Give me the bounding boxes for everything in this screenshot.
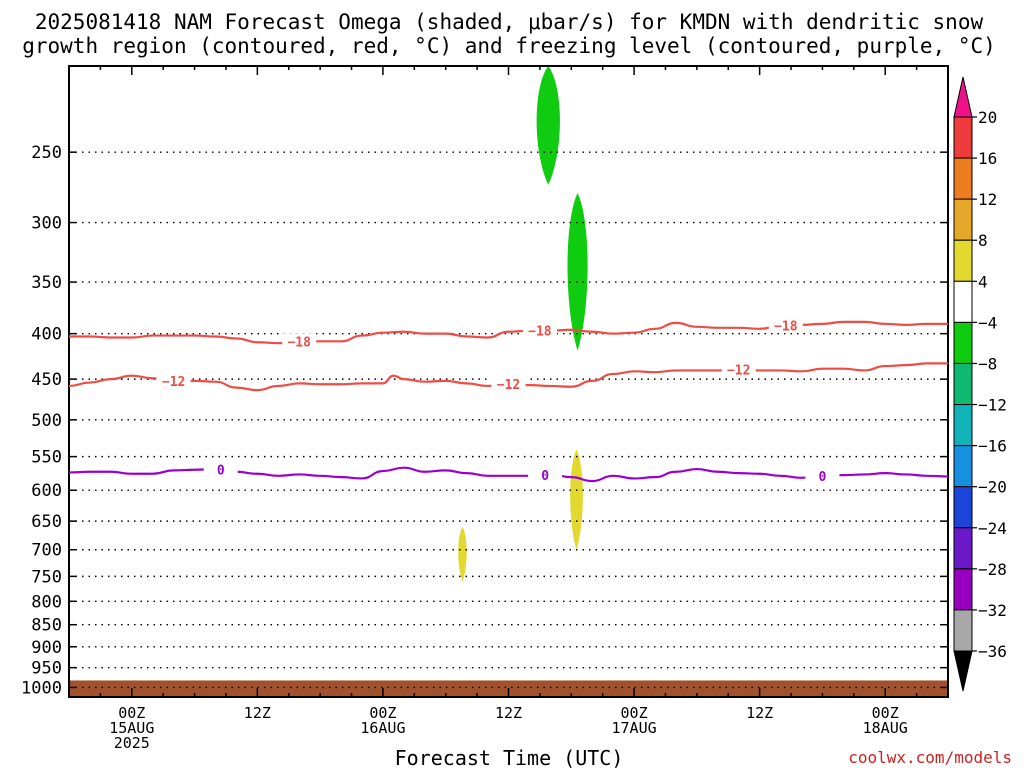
- contour-lines: −18 −18 −18 −12 −12 −12 0 0 0: [68, 317, 949, 485]
- x-tick-label-6-0: 00Z: [118, 704, 145, 722]
- contour-label-bg--18-1: [522, 322, 557, 338]
- colorbar-label-9: −20: [978, 478, 1007, 497]
- x-tick-label-54-1: 17AUG: [611, 719, 656, 737]
- contour-label-0-1: 0: [541, 469, 549, 484]
- x-tick-label-42-0: 12Z: [495, 704, 522, 722]
- colorbar-swatch-1: [953, 157, 973, 200]
- contour-label--18-2: −18: [774, 320, 798, 335]
- y-tick-label-600: 600: [31, 481, 62, 501]
- contour-label--18-0: −18: [287, 335, 311, 350]
- colorbar-label-6: −8: [978, 354, 997, 373]
- colorbar-swatch-2: [953, 198, 973, 241]
- y-tick-label-450: 450: [31, 370, 62, 390]
- x-tick-label-54-0: 00Z: [621, 704, 648, 722]
- contour-label-0-0: 0: [217, 464, 225, 479]
- contour-label-bg--12-1: [491, 376, 526, 392]
- chart-title-line-1: 2025081418 NAM Forecast Omega (shaded, μ…: [35, 10, 984, 34]
- colorbar-swatch-7: [953, 404, 973, 447]
- omega-shade-0: [536, 66, 560, 185]
- y-tick-label-400: 400: [31, 325, 62, 345]
- x-tick-label-30-0: 00Z: [369, 704, 396, 722]
- colorbar-swatch-4: [953, 280, 973, 323]
- colorbar: 20 16 12 8 4 −4 −8 −12 −16 −20 −24 −28 −32 −36: [953, 76, 1007, 692]
- chart-title-line-2: growth region (contoured, red, °C) and f…: [22, 34, 996, 58]
- colorbar-label-0: 20: [978, 108, 997, 127]
- colorbar-swatch-3: [953, 239, 973, 282]
- credit-text: coolwx.com/models: [848, 748, 1012, 767]
- contour-label--12-0: −12: [162, 375, 185, 390]
- y-tick-label-350: 350: [31, 273, 62, 293]
- colorbar-label-5: −4: [978, 313, 997, 332]
- colorbar-label-4: 4: [978, 272, 988, 291]
- omega-shade-2: [570, 449, 583, 550]
- y-tick-label-750: 750: [31, 567, 62, 587]
- contour-label-bg-0-0: [203, 461, 238, 477]
- colorbar-swatch-10: [953, 527, 973, 570]
- y-tick-label-1000: 1000: [21, 678, 62, 698]
- y-tick-label-800: 800: [31, 592, 62, 612]
- colorbar-label-8: −16: [978, 437, 1007, 456]
- colorbar-bottom-arrow: [953, 650, 973, 692]
- x-tick-label-6-1: 15AUG: [109, 719, 154, 737]
- colorbar-swatch-8: [953, 445, 973, 488]
- colorbar-label-3: 8: [978, 231, 988, 250]
- omega-shade-1: [567, 193, 588, 351]
- x-axis-label: Forecast Time (UTC): [395, 746, 624, 768]
- contour-label-bg--12-2: [721, 361, 756, 377]
- y-tick-label-850: 850: [31, 616, 62, 636]
- y-tick-label-550: 550: [31, 448, 62, 468]
- contour-label--18-1: −18: [528, 325, 552, 340]
- x-tick-label-6-2: 2025: [114, 734, 150, 752]
- colorbar-swatch-11: [953, 568, 973, 611]
- contour-label-0-2: 0: [819, 470, 827, 485]
- contour-label-bg--18-2: [768, 317, 803, 333]
- omega-shade-3: [458, 527, 467, 582]
- colorbar-label-13: −36: [978, 642, 1007, 661]
- x-tick-label-18-0: 12Z: [244, 704, 271, 722]
- colorbar-label-1: 16: [978, 149, 997, 168]
- colorbar-label-11: −28: [978, 560, 1007, 579]
- colorbar-swatch-0: [953, 116, 973, 159]
- colorbar-swatch-5: [953, 321, 973, 364]
- y-tick-label-900: 900: [31, 638, 62, 658]
- y-tick-label-650: 650: [31, 512, 62, 532]
- contour-label-bg-0-2: [805, 467, 840, 483]
- colorbar-label-7: −12: [978, 396, 1007, 415]
- colorbar-top-arrow: [953, 76, 973, 118]
- axes: 2503003504004505005506006507007508008509…: [21, 65, 949, 752]
- y-tick-label-950: 950: [31, 659, 62, 679]
- x-tick-label-66-0: 12Z: [746, 704, 773, 722]
- contour-label--12-2: −12: [727, 364, 750, 379]
- x-tick-label-78-0: 00Z: [872, 704, 899, 722]
- y-tick-label-500: 500: [31, 411, 62, 431]
- x-tick-label-78-1: 18AUG: [863, 719, 908, 737]
- contour-label--12-1: −12: [497, 378, 520, 393]
- colorbar-label-10: −24: [978, 519, 1007, 538]
- colorbar-label-2: 12: [978, 190, 997, 209]
- x-tick-label-30-1: 16AUG: [360, 719, 405, 737]
- y-tick-label-300: 300: [31, 214, 62, 234]
- colorbar-swatch-12: [953, 609, 973, 652]
- y-tick-label-250: 250: [31, 143, 62, 163]
- contour-label-bg--12-0: [156, 372, 191, 388]
- contour-label-bg--18-0: [282, 333, 317, 349]
- colorbar-swatch-9: [953, 486, 973, 529]
- y-tick-label-700: 700: [31, 541, 62, 561]
- colorbar-swatch-6: [953, 362, 973, 406]
- colorbar-label-12: −32: [978, 601, 1007, 620]
- contour-label-bg-0-1: [528, 466, 563, 482]
